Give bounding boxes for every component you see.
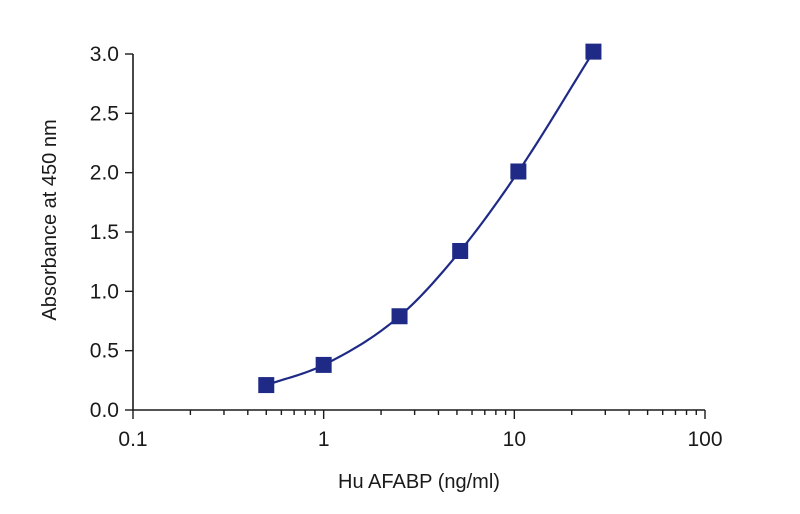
- fit-curve: [265, 51, 595, 387]
- data-point: [585, 43, 602, 60]
- y-tick-label: 2.0: [90, 162, 119, 185]
- y-tick-label: 3.0: [90, 43, 119, 66]
- data-point: [258, 377, 275, 394]
- y-tick-label: 0.5: [90, 340, 119, 363]
- x-tick-label: 0.1: [118, 428, 147, 451]
- tick-labels: 0.0 0.5 1.0 1.5 2.0 2.5 3.0 0.1 1 10 100: [90, 43, 723, 451]
- data-points: [258, 43, 602, 394]
- x-axis-label: Hu AFABP (ng/ml): [338, 471, 500, 493]
- x-tick-label: 10: [503, 428, 526, 451]
- data-point: [315, 356, 332, 373]
- y-axis-label: Absorbance at 450 nm: [39, 119, 61, 320]
- y-tick-label: 1.0: [90, 280, 119, 303]
- y-tick-label: 2.5: [90, 102, 119, 125]
- data-point: [452, 242, 469, 259]
- x-tick-label: 100: [687, 428, 722, 451]
- axes: [132, 54, 705, 411]
- ticks: [125, 53, 706, 419]
- data-point: [510, 163, 527, 180]
- y-tick-label: 1.5: [90, 221, 119, 244]
- data-point: [391, 308, 408, 325]
- y-tick-label: 0.0: [90, 399, 119, 422]
- x-tick-label: 1: [318, 428, 330, 451]
